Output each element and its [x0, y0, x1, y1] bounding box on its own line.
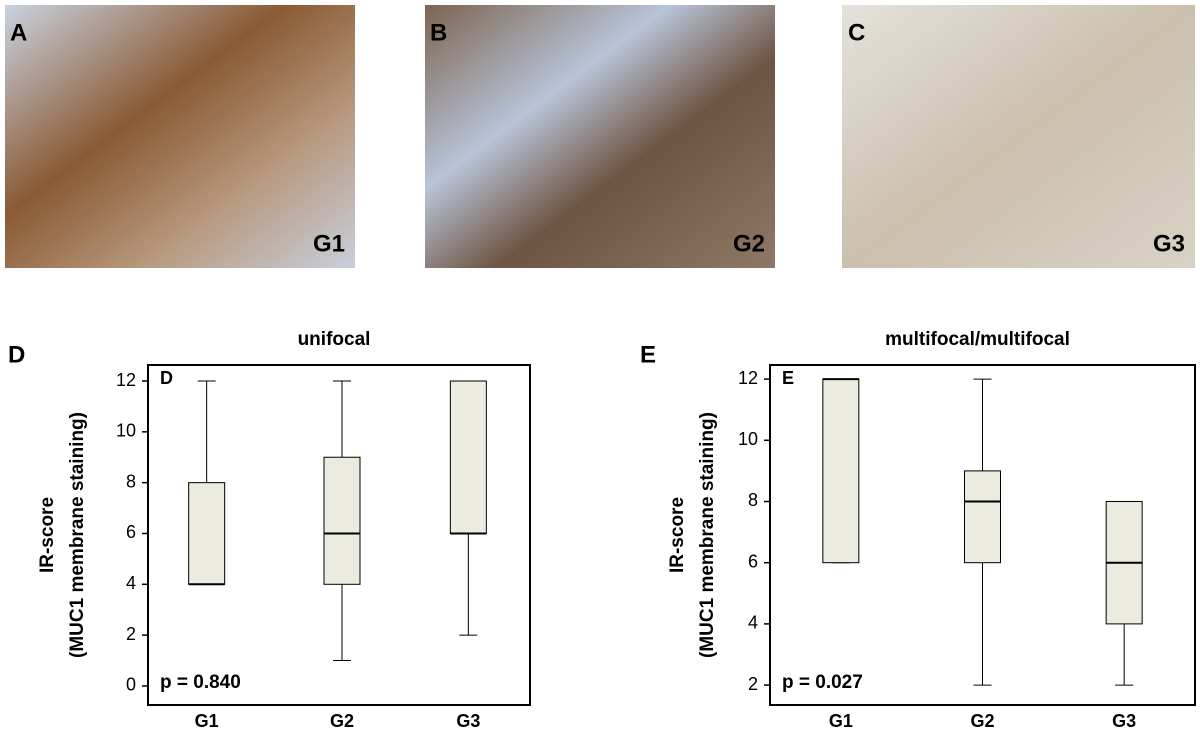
x-tick-label: G2	[330, 711, 354, 731]
y-axis-label: IR-score	[667, 497, 688, 573]
x-tick-label: G3	[1112, 711, 1136, 731]
x-tick-label: G3	[456, 711, 480, 731]
grade-label: G1	[313, 230, 345, 257]
y-tick-label: 4	[748, 613, 758, 633]
annotation: p = 0.027	[782, 672, 863, 693]
panel-label: D	[8, 341, 25, 368]
box	[188, 482, 226, 585]
y-tick-label: 10	[116, 421, 136, 441]
y-tick-label: 6	[126, 522, 136, 542]
micrograph	[425, 5, 775, 268]
box	[449, 380, 487, 534]
y-tick-label: 4	[126, 573, 136, 593]
y-axis-label: IR-score	[37, 497, 58, 573]
chart-title: multifocal/multifocal	[885, 329, 1070, 350]
y-tick-label: 12	[738, 368, 758, 388]
y-tick-label: 8	[126, 471, 136, 491]
plot-frame	[769, 364, 1196, 706]
box	[323, 456, 361, 585]
image-label: C	[848, 19, 865, 46]
y-tick-label: 10	[738, 429, 758, 449]
y-axis-label: (MUC1 membrane staining)	[67, 412, 88, 658]
micrograph	[842, 5, 1195, 268]
image-label: B	[430, 19, 447, 46]
grade-label: G2	[733, 230, 765, 257]
box	[822, 378, 860, 564]
y-tick-label: 2	[748, 674, 758, 694]
y-tick-label: 6	[748, 551, 758, 571]
x-tick-label: G1	[829, 711, 853, 731]
y-tick-label: 8	[748, 490, 758, 510]
box	[964, 470, 1001, 564]
chart-title: unifocal	[298, 329, 371, 350]
annotation: p = 0.840	[160, 672, 241, 693]
inset-label: E	[782, 368, 794, 388]
inset-label: D	[160, 368, 173, 388]
y-axis-label: (MUC1 membrane staining)	[697, 412, 718, 658]
grade-label: G3	[1153, 230, 1185, 257]
micrograph	[5, 5, 355, 268]
plot-frame	[147, 364, 531, 706]
y-tick-label: 0	[126, 675, 136, 695]
x-tick-label: G2	[970, 711, 994, 731]
y-tick-label: 2	[126, 624, 136, 644]
x-tick-label: G1	[195, 711, 219, 731]
image-label: A	[10, 19, 27, 46]
panel-label: E	[640, 341, 656, 368]
y-tick-label: 12	[116, 370, 136, 390]
